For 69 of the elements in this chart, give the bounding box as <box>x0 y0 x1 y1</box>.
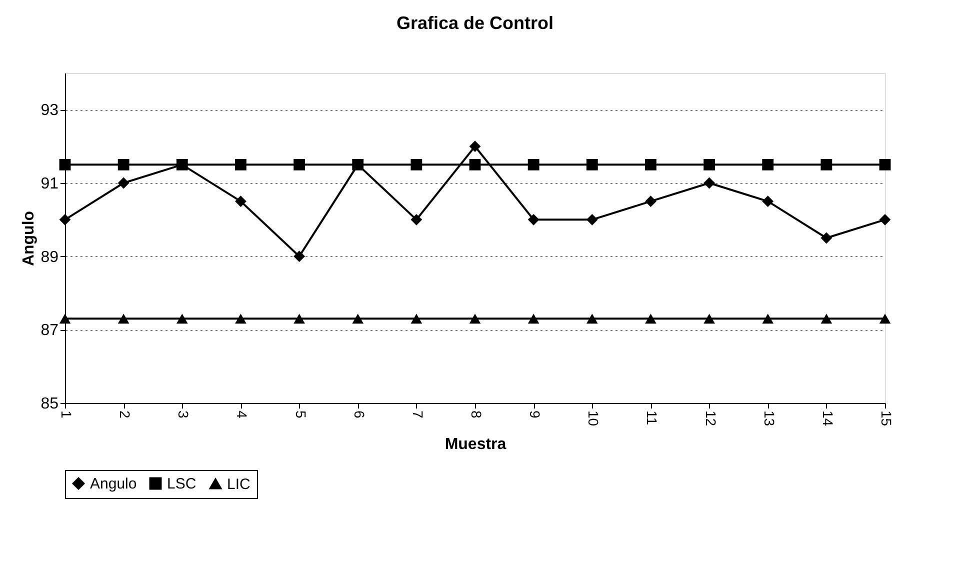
point <box>118 177 130 189</box>
x-tick-label: 7 <box>410 410 426 418</box>
legend-label: LIC <box>227 476 251 493</box>
point <box>235 314 246 324</box>
point <box>762 314 774 324</box>
x-tick-label: 3 <box>176 410 192 418</box>
point <box>879 158 891 170</box>
point <box>704 177 715 189</box>
point <box>235 196 246 208</box>
x-tick-label: 4 <box>234 410 250 418</box>
point <box>294 314 305 324</box>
point <box>469 314 481 324</box>
point <box>645 314 656 324</box>
y-tick-label: 85 <box>40 396 59 412</box>
x-tick-label: 15 <box>878 410 894 426</box>
point <box>704 314 715 324</box>
point <box>59 314 71 324</box>
point <box>645 158 656 170</box>
x-tick-label: 14 <box>820 410 836 426</box>
x-tick-label: 2 <box>117 410 134 418</box>
point <box>704 158 715 170</box>
point <box>528 158 540 170</box>
x-tick-label: 1 <box>58 410 74 418</box>
x-tick-label: 9 <box>527 410 544 418</box>
chart-title: Grafica de Control <box>396 13 554 33</box>
point <box>235 158 246 170</box>
point <box>469 158 481 170</box>
point <box>762 158 774 170</box>
point <box>410 214 422 226</box>
y-tick-label: 91 <box>40 176 59 192</box>
point <box>586 214 598 226</box>
y-tick-label: 93 <box>40 102 59 120</box>
x-tick-label: 8 <box>468 410 484 418</box>
x-tick-label: 13 <box>761 410 778 426</box>
point <box>59 214 71 226</box>
point <box>528 314 540 324</box>
point <box>118 158 130 170</box>
point <box>820 314 832 324</box>
y-tick-label: 87 <box>40 322 59 340</box>
point <box>410 158 422 170</box>
point <box>528 214 540 226</box>
point <box>879 314 891 324</box>
y-tick-label: 89 <box>40 248 59 266</box>
legend-label: Angulo <box>90 476 137 493</box>
point <box>294 250 305 262</box>
x-axis-title: Muestra <box>444 436 506 454</box>
point <box>820 158 832 170</box>
point <box>879 214 891 226</box>
x-tick-label: 10 <box>586 410 602 426</box>
point <box>352 314 364 324</box>
point <box>176 314 188 324</box>
point <box>176 158 188 170</box>
x-tick-label: 12 <box>702 410 719 426</box>
x-tick-label: 11 <box>644 410 660 426</box>
x-tick-label: 6 <box>351 410 368 418</box>
point <box>294 158 305 170</box>
point <box>469 140 481 152</box>
point <box>59 158 71 170</box>
point <box>118 314 130 324</box>
point <box>352 158 364 170</box>
point <box>762 196 774 208</box>
legend-label: LSC <box>167 476 196 493</box>
x-tick-label: 5 <box>292 410 309 418</box>
point <box>820 232 832 244</box>
point <box>586 314 598 324</box>
point <box>410 314 422 324</box>
y-axis-title: Angulo <box>20 210 38 266</box>
point <box>645 196 656 208</box>
point <box>586 158 598 170</box>
